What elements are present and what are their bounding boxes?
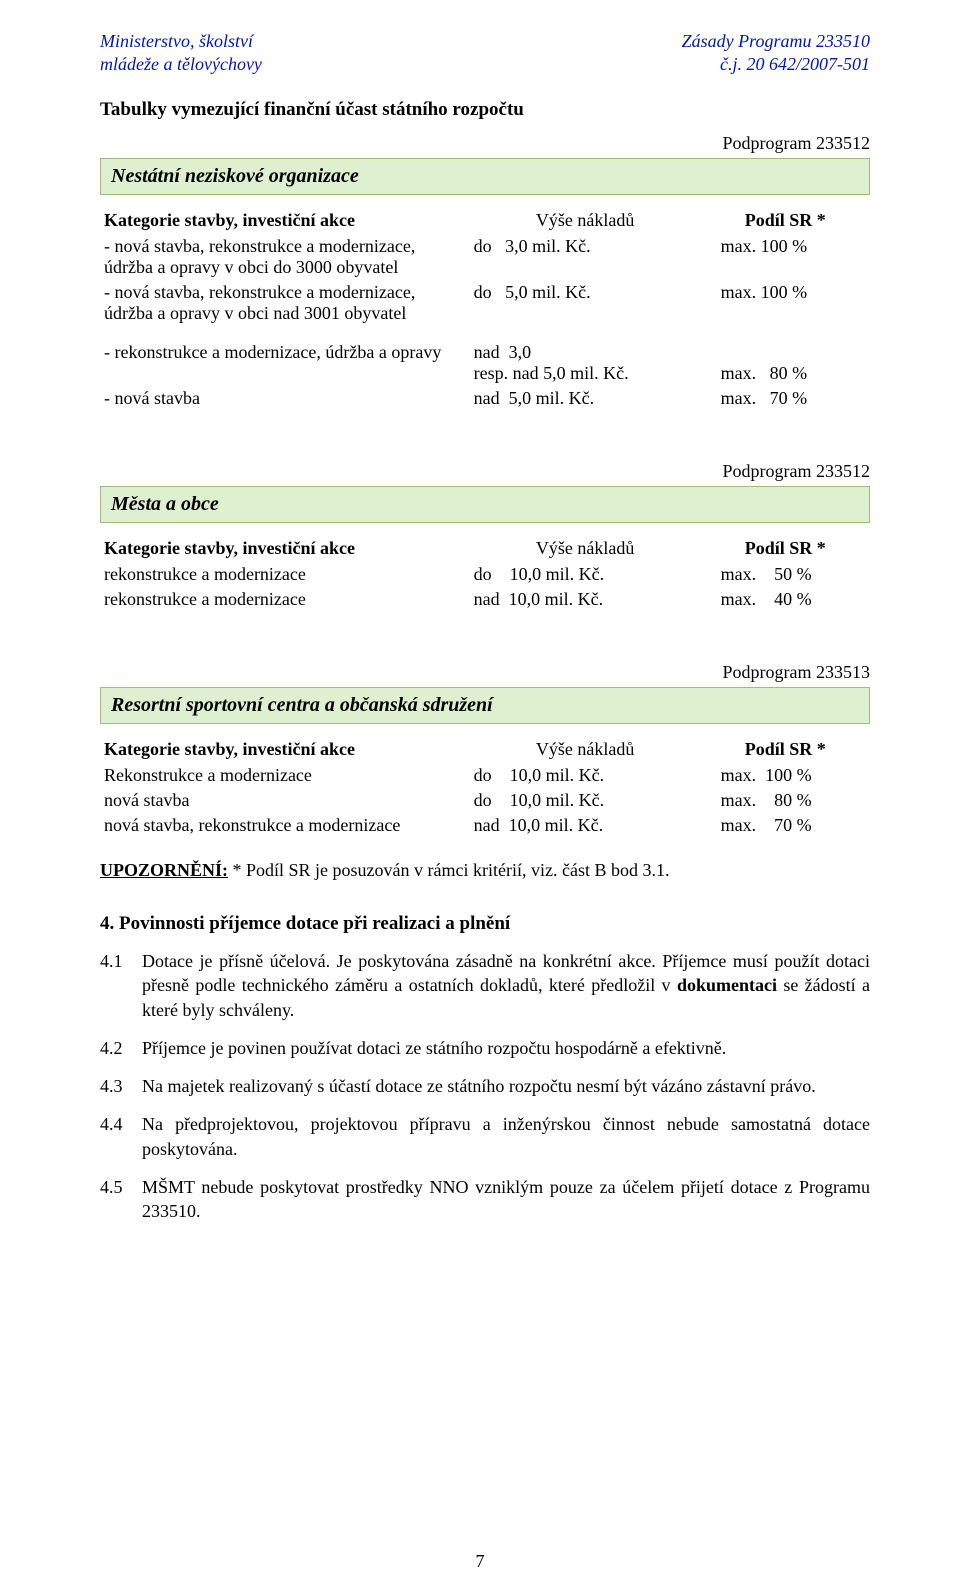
header-left-line2: mládeže a tělovýchovy [100, 53, 262, 76]
header-right-line2: č.j. 20 642/2007-501 [682, 53, 870, 76]
cell-c1: rekonstrukce a modernizace [100, 562, 470, 587]
cell-c1: - rekonstrukce a modernizace, údržba a o… [100, 340, 470, 386]
subprogram-label-2: Podprogram 233512 [100, 461, 870, 482]
item-number: 4.5 [100, 1175, 142, 1224]
table-row: - nová stavba, rekonstrukce a modernizac… [100, 234, 870, 280]
table1-col1-header: Kategorie stavby, investiční akce [100, 207, 470, 234]
upozorneni-block: UPOZORNĚNÍ: * Podíl SR je posuzován v rá… [100, 860, 870, 881]
table-row: - rekonstrukce a modernizace, údržba a o… [100, 340, 870, 386]
list-item: 4.3 Na majetek realizovaný s účastí dota… [100, 1074, 870, 1098]
table-row: - nová stavba nad 5,0 mil. Kč. max. 70 % [100, 386, 870, 411]
cell-c2: nad 10,0 mil. Kč. [470, 587, 701, 612]
section4-list: 4.1 Dotace je přísně účelová. Je poskyto… [100, 949, 870, 1224]
upozorneni-label: UPOZORNĚNÍ: [100, 860, 228, 880]
list-item: 4.1 Dotace je přísně účelová. Je poskyto… [100, 949, 870, 1022]
cell-c1: - nová stavba, rekonstrukce a modernizac… [100, 234, 470, 280]
cell-c1: Rekonstrukce a modernizace [100, 763, 470, 788]
cell-c1: rekonstrukce a modernizace [100, 587, 470, 612]
cell-c1: nová stavba [100, 788, 470, 813]
cell-c2: do 10,0 mil. Kč. [470, 562, 701, 587]
table3-header-row: Kategorie stavby, investiční akce Výše n… [100, 736, 870, 763]
table-row: nová stavba do 10,0 mil. Kč. max. 80 % [100, 788, 870, 813]
table1-title: Nestátní neziskové organizace [100, 158, 870, 195]
table1-col2-header: Výše nákladů [470, 207, 701, 234]
item-text: Na předprojektovou, projektovou přípravu… [142, 1112, 870, 1161]
cell-c2: do 10,0 mil. Kč. [470, 763, 701, 788]
subprogram-label-3: Podprogram 233513 [100, 662, 870, 683]
item-number: 4.1 [100, 949, 142, 1022]
cell-c3: max. 100 % [701, 763, 870, 788]
cell-c3: max. 70 % [701, 813, 870, 838]
table2: Kategorie stavby, investiční akce Výše n… [100, 535, 870, 612]
cell-c3: max. 70 % [701, 386, 870, 411]
intro-heading: Tabulky vymezující finanční účast státní… [100, 99, 870, 121]
header-right: Zásady Programu 233510 č.j. 20 642/2007-… [682, 30, 870, 75]
table-row: - nová stavba, rekonstrukce a modernizac… [100, 280, 870, 326]
item-number: 4.3 [100, 1074, 142, 1098]
item-text: Příjemce je povinen používat dotaci ze s… [142, 1036, 870, 1060]
table1: Kategorie stavby, investiční akce Výše n… [100, 207, 870, 411]
table-row: rekonstrukce a modernizace nad 10,0 mil.… [100, 587, 870, 612]
cell-c3: max. 40 % [701, 587, 870, 612]
list-item: 4.5 MŠMT nebude poskytovat prostředky NN… [100, 1175, 870, 1224]
cell-c3: max. 80 % [701, 340, 870, 386]
item-text: MŠMT nebude poskytovat prostředky NNO vz… [142, 1175, 870, 1224]
item-number: 4.2 [100, 1036, 142, 1060]
page-number: 7 [0, 1551, 960, 1572]
table2-col1-header: Kategorie stavby, investiční akce [100, 535, 470, 562]
cell-c2: do 3,0 mil. Kč. [470, 234, 701, 280]
table3-col1-header: Kategorie stavby, investiční akce [100, 736, 470, 763]
table3-col2-header: Výše nákladů [470, 736, 701, 763]
spacer-row [100, 326, 870, 340]
page-header: Ministerstvo, školství mládeže a tělovýc… [100, 30, 870, 75]
table-row: nová stavba, rekonstrukce a modernizace … [100, 813, 870, 838]
table2-col2-header: Výše nákladů [470, 535, 701, 562]
table3-col3-header: Podíl SR * [701, 736, 870, 763]
upozorneni-text: * Podíl SR je posuzován v rámci kritérií… [228, 860, 669, 880]
table3: Kategorie stavby, investiční akce Výše n… [100, 736, 870, 838]
table-row: rekonstrukce a modernizace do 10,0 mil. … [100, 562, 870, 587]
header-right-line1: Zásady Programu 233510 [682, 30, 870, 53]
table3-title: Resortní sportovní centra a občanská sdr… [100, 687, 870, 724]
item-text: Na majetek realizovaný s účastí dotace z… [142, 1074, 870, 1098]
cell-c2: nad 5,0 mil. Kč. [470, 386, 701, 411]
header-left-line1: Ministerstvo, školství [100, 30, 262, 53]
list-item: 4.2 Příjemce je povinen používat dotaci … [100, 1036, 870, 1060]
cell-c1: nová stavba, rekonstrukce a modernizace [100, 813, 470, 838]
list-item: 4.4 Na předprojektovou, projektovou příp… [100, 1112, 870, 1161]
cell-c2: nad 10,0 mil. Kč. [470, 813, 701, 838]
table2-col3-header: Podíl SR * [701, 535, 870, 562]
cell-c3: max. 80 % [701, 788, 870, 813]
cell-c2: do 10,0 mil. Kč. [470, 788, 701, 813]
table-row: Rekonstrukce a modernizace do 10,0 mil. … [100, 763, 870, 788]
cell-c3: max. 100 % [701, 280, 870, 326]
section4-title: 4. Povinnosti příjemce dotace při realiz… [100, 913, 870, 935]
table2-title: Města a obce [100, 486, 870, 523]
table2-header-row: Kategorie stavby, investiční akce Výše n… [100, 535, 870, 562]
table1-header-row: Kategorie stavby, investiční akce Výše n… [100, 207, 870, 234]
item-text: Dotace je přísně účelová. Je poskytována… [142, 949, 870, 1022]
cell-c2: nad 3,0 resp. nad 5,0 mil. Kč. [470, 340, 701, 386]
cell-c3: max. 100 % [701, 234, 870, 280]
cell-c1: - nová stavba, rekonstrukce a modernizac… [100, 280, 470, 326]
table1-col3-header: Podíl SR * [701, 207, 870, 234]
header-left: Ministerstvo, školství mládeže a tělovýc… [100, 30, 262, 75]
cell-c1: - nová stavba [100, 386, 470, 411]
cell-c3: max. 50 % [701, 562, 870, 587]
subprogram-label-1: Podprogram 233512 [100, 133, 870, 154]
item-number: 4.4 [100, 1112, 142, 1161]
cell-c2: do 5,0 mil. Kč. [470, 280, 701, 326]
